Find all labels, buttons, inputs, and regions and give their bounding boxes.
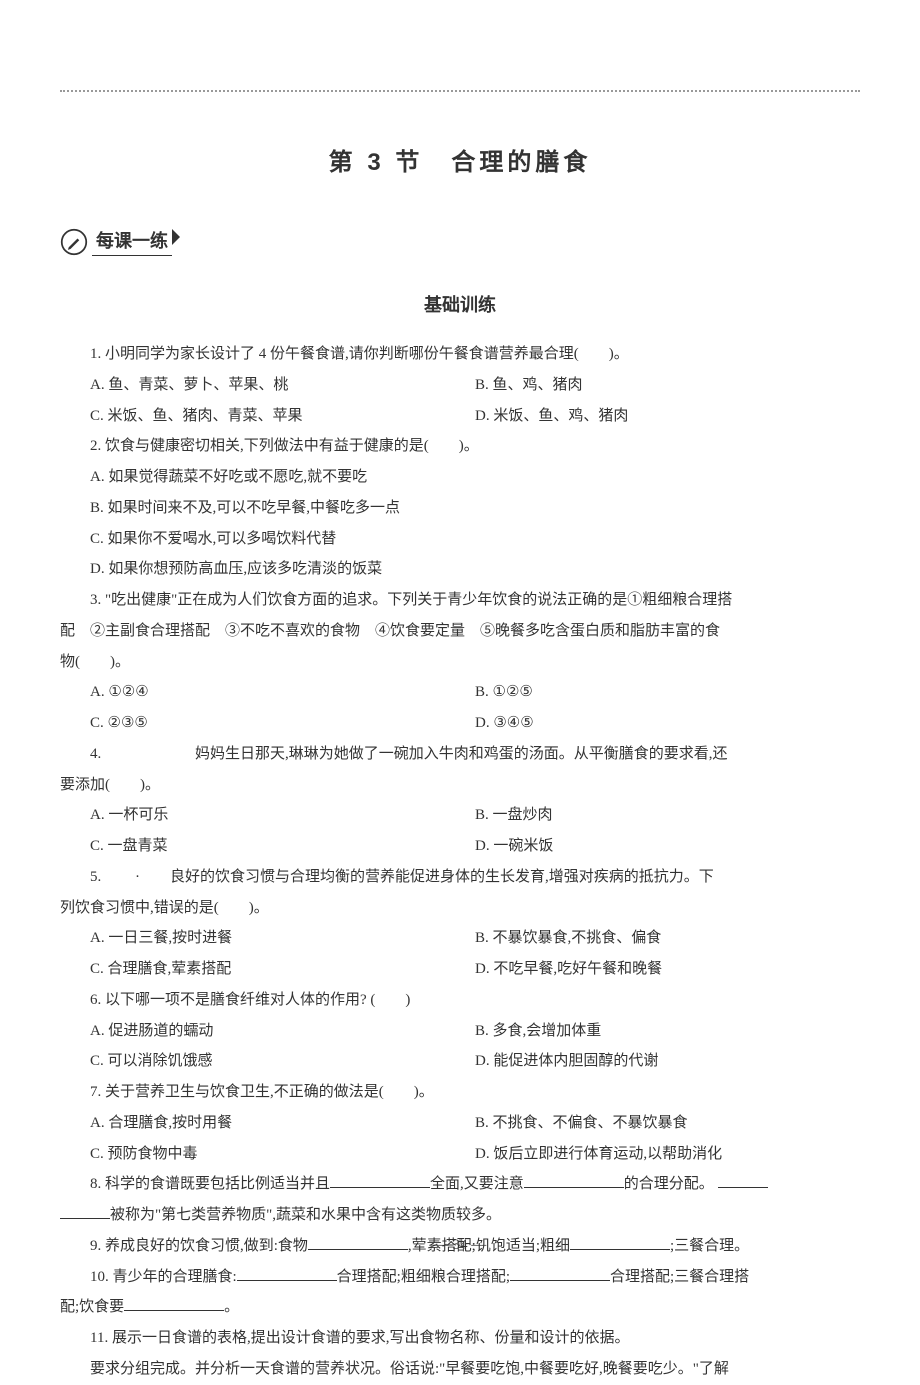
q8-p2a: 被称为"第七类营养物质",蔬菜和水果中含有这类物质较多。 [110,1207,501,1223]
q5-c: C. 合理膳食,荤素搭配 [90,954,475,985]
q4-stem-l2: 要添加( )。 [60,770,860,801]
q7-stem: 7. 关于营养卫生与饮食卫生,不正确的做法是( )。 [60,1077,860,1108]
q4-stem-l1: 4. 妈妈生日那天,琳琳为她做了一碗加入牛肉和鸡蛋的汤面。从平衡膳食的要求看,还 [60,739,860,770]
q3-b: B. ①②⑤ [475,677,860,708]
q8-line2: 被称为"第七类营养物质",蔬菜和水果中含有这类物质较多。 [60,1200,860,1231]
q1-stem: 1. 小明同学为家长设计了 4 份午餐食谱,请你判断哪份午餐食谱营养最合理( )… [60,339,860,370]
q5-b: B. 不暴饮暴食,不挑食、偏食 [475,923,860,954]
q4-row2: C. 一盘青菜 D. 一碗米饭 [60,831,860,862]
q7-d: D. 饭后立即进行体育运动,以帮助消化 [475,1139,860,1170]
q1-a: A. 鱼、青菜、萝卜、苹果、桃 [90,370,475,401]
q10-line1: 10. 青少年的合理膳食: 合理搭配;粗细粮合理搭配; 合理搭配;三餐合理搭 [60,1262,860,1293]
q10-e: 。 [224,1299,239,1315]
blank [718,1173,768,1188]
q10-line2: 配;饮食要 。 [60,1292,860,1323]
blank [237,1266,337,1281]
q7-c: C. 预防食物中毒 [90,1139,475,1170]
q3-c: C. ②③⑤ [90,708,475,739]
blank [60,1204,110,1219]
q6-row2: C. 可以消除饥饿感 D. 能促进体内胆固醇的代谢 [60,1046,860,1077]
q6-a: A. 促进肠道的蠕动 [90,1016,475,1047]
q7-b: B. 不挑食、不偏食、不暴饮暴食 [475,1108,860,1139]
q6-b: B. 多食,会增加体重 [475,1016,860,1047]
q3-a: A. ①②④ [90,677,475,708]
q8-p1c: 的合理分配。 [624,1176,714,1192]
q3-row1: A. ①②④ B. ①②⑤ [60,677,860,708]
q10-d: 配;饮食要 [60,1299,124,1315]
q4-row1: A. 一杯可乐 B. 一盘炒肉 [60,800,860,831]
q8-p1a: 8. 科学的食谱既要包括比例适当并且 [90,1176,330,1192]
q11-l1: 11. 展示一日食谱的表格,提出设计食谱的要求,写出食物名称、份量和设计的依据。 [60,1323,860,1354]
q3-stem-l3: 物( )。 [60,647,860,678]
section-heading: 基础训练 [60,291,860,317]
q5-stem-l1: 5. · 良好的饮食习惯与合理均衡的营养能促进身体的生长发育,增强对疾病的抵抗力… [60,862,860,893]
q3-row2: C. ②③⑤ D. ③④⑤ [60,708,860,739]
blank [330,1173,430,1188]
pencil-circle-icon [60,228,88,256]
q1-b: B. 鱼、鸡、猪肉 [475,370,860,401]
blank [124,1296,224,1311]
q6-d: D. 能促进体内胆固醇的代谢 [475,1046,860,1077]
chapter-title: 第 3 节 合理的膳食 [60,142,860,177]
blank [524,1173,624,1188]
divider-dotted [60,90,860,92]
q11-l2: 要求分组完成。并分析一天食谱的营养状况。俗话说:"早餐要吃饱,中餐要吃好,晚餐要… [60,1354,860,1385]
q4-a: A. 一杯可乐 [90,800,475,831]
q10-a: 10. 青少年的合理膳食: [90,1269,237,1285]
q3-stem-l1: 3. "吃出健康"正在成为人们饮食方面的追求。下列关于青少年饮食的说法正确的是①… [60,585,860,616]
q7-row2: C. 预防食物中毒 D. 饭后立即进行体育运动,以帮助消化 [60,1139,860,1170]
q7-a: A. 合理膳食,按时用餐 [90,1108,475,1139]
q1-c: C. 米饭、鱼、猪肉、青菜、苹果 [90,401,475,432]
q6-c: C. 可以消除饥饿感 [90,1046,475,1077]
q10-b: 合理搭配;粗细粮合理搭配; [337,1269,510,1285]
q2-c: C. 如果你不爱喝水,可以多喝饮料代替 [60,524,860,555]
q5-stem-l2: 列饮食习惯中,错误的是( )。 [60,893,860,924]
q4-b: B. 一盘炒肉 [475,800,860,831]
q2-a: A. 如果觉得蔬菜不好吃或不愿吃,就不要吃 [60,462,860,493]
q1-row2: C. 米饭、鱼、猪肉、青菜、苹果 D. 米饭、鱼、鸡、猪肉 [60,401,860,432]
page-number: — 34 — [0,1237,920,1254]
q5-a: A. 一日三餐,按时进餐 [90,923,475,954]
section-badge: 每课一练 [60,227,860,256]
q8-p1b: 全面,又要注意 [430,1176,524,1192]
q7-row1: A. 合理膳食,按时用餐 B. 不挑食、不偏食、不暴饮暴食 [60,1108,860,1139]
q1-row1: A. 鱼、青菜、萝卜、苹果、桃 B. 鱼、鸡、猪肉 [60,370,860,401]
q4-d: D. 一碗米饭 [475,831,860,862]
badge-label: 每课一练 [92,227,172,256]
q2-stem: 2. 饮食与健康密切相关,下列做法中有益于健康的是( )。 [60,431,860,462]
q5-row2: C. 合理膳食,荤素搭配 D. 不吃早餐,吃好午餐和晚餐 [60,954,860,985]
q6-stem: 6. 以下哪一项不是膳食纤维对人体的作用? ( ) [60,985,860,1016]
q10-c: 合理搭配;三餐合理搭 [610,1269,749,1285]
q2-b: B. 如果时间来不及,可以不吃早餐,中餐吃多一点 [60,493,860,524]
blank [510,1266,610,1281]
q4-c: C. 一盘青菜 [90,831,475,862]
content-body: 1. 小明同学为家长设计了 4 份午餐食谱,请你判断哪份午餐食谱营养最合理( )… [60,339,860,1385]
q5-row1: A. 一日三餐,按时进餐 B. 不暴饮暴食,不挑食、偏食 [60,923,860,954]
q1-d: D. 米饭、鱼、鸡、猪肉 [475,401,860,432]
q2-d: D. 如果你想预防高血压,应该多吃清淡的饭菜 [60,554,860,585]
q8-line1: 8. 科学的食谱既要包括比例适当并且 全面,又要注意 的合理分配。 [60,1169,860,1200]
q6-row1: A. 促进肠道的蠕动 B. 多食,会增加体重 [60,1016,860,1047]
q5-d: D. 不吃早餐,吃好午餐和晚餐 [475,954,860,985]
q3-d: D. ③④⑤ [475,708,860,739]
q3-stem-l2: 配 ②主副食合理搭配 ③不吃不喜欢的食物 ④饮食要定量 ⑤晚餐多吃含蛋白质和脂肪… [60,616,860,647]
